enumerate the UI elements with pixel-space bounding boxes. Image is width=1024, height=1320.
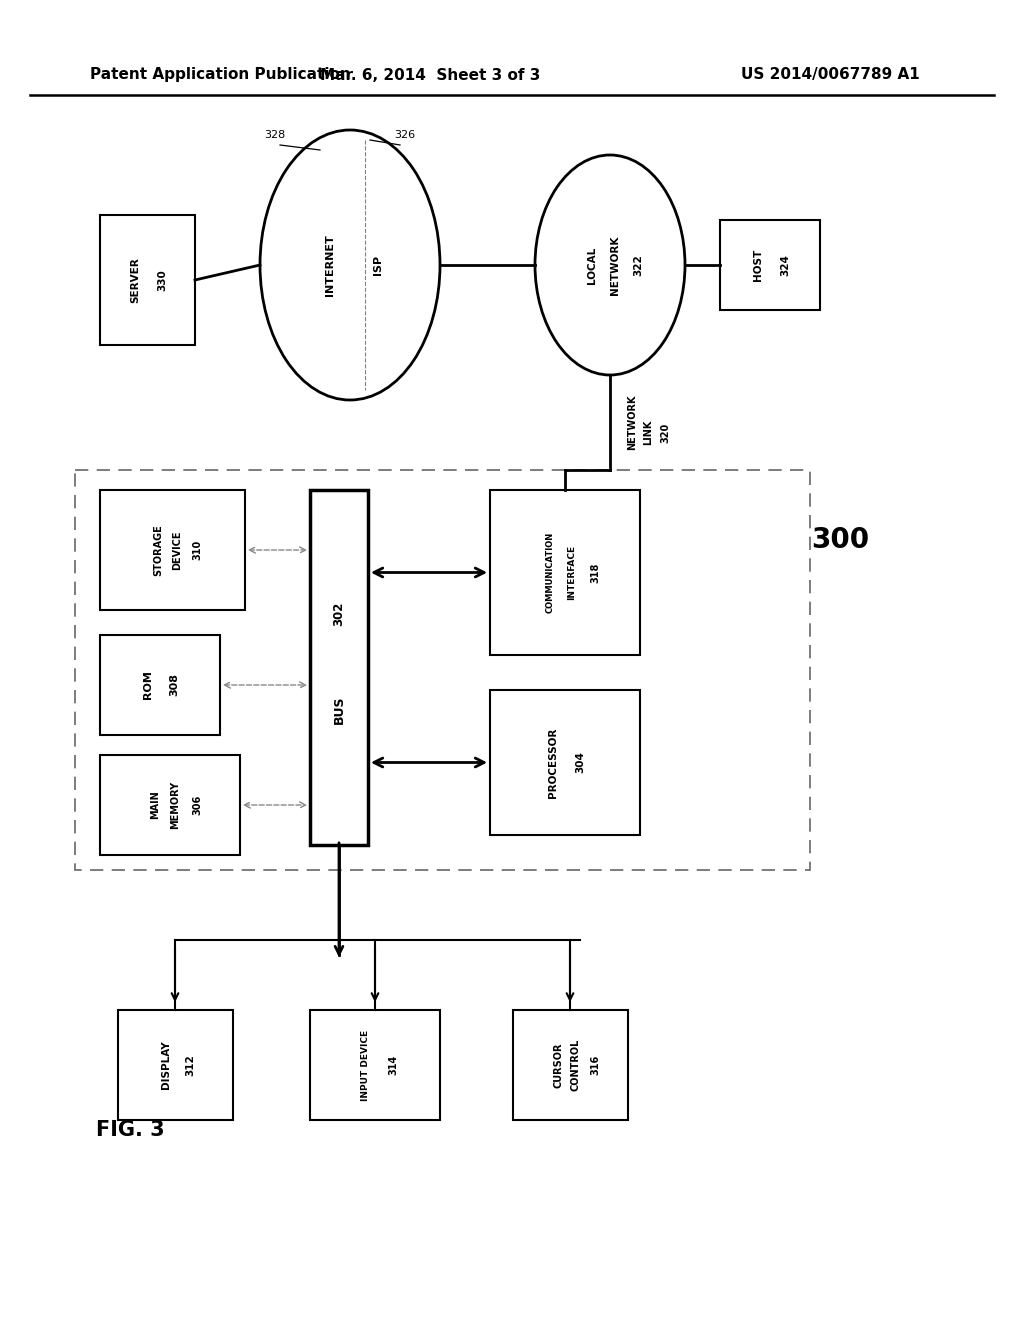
Text: INTERNET: INTERNET [325, 234, 335, 296]
Text: INPUT DEVICE: INPUT DEVICE [360, 1030, 370, 1101]
Text: COMMUNICATION: COMMUNICATION [546, 532, 555, 612]
Text: 300: 300 [811, 525, 869, 554]
Text: CURSOR: CURSOR [554, 1043, 563, 1088]
Text: 312: 312 [185, 1055, 196, 1076]
Text: 302: 302 [333, 602, 345, 627]
Text: STORAGE: STORAGE [154, 524, 164, 576]
Text: 324: 324 [780, 253, 790, 276]
Text: ISP: ISP [373, 255, 383, 275]
Bar [75, 470, 810, 870]
Text: SERVER: SERVER [130, 257, 140, 302]
Text: 316: 316 [591, 1055, 600, 1074]
Bar [100, 215, 195, 345]
Text: Patent Application Publication: Patent Application Publication [90, 67, 351, 82]
Bar [490, 490, 640, 655]
Text: Mar. 6, 2014  Sheet 3 of 3: Mar. 6, 2014 Sheet 3 of 3 [319, 67, 541, 82]
Text: 308: 308 [169, 673, 179, 697]
Text: MEMORY: MEMORY [170, 781, 180, 829]
Text: LOCAL: LOCAL [587, 247, 597, 284]
Text: 304: 304 [575, 751, 585, 774]
Bar [513, 1010, 628, 1119]
Text: 328: 328 [264, 129, 286, 140]
Text: 314: 314 [388, 1055, 398, 1074]
Bar [100, 490, 245, 610]
Text: 306: 306 [193, 795, 202, 816]
Bar [720, 220, 820, 310]
Text: 310: 310 [193, 540, 203, 560]
Text: 320: 320 [660, 422, 670, 442]
Text: NETWORK: NETWORK [610, 235, 620, 294]
Bar [100, 635, 220, 735]
Text: US 2014/0067789 A1: US 2014/0067789 A1 [741, 67, 920, 82]
Text: MAIN: MAIN [150, 791, 160, 820]
Text: 326: 326 [394, 129, 416, 140]
Text: INTERFACE: INTERFACE [567, 545, 577, 601]
Text: ROM: ROM [143, 671, 153, 700]
Text: LINK: LINK [643, 420, 653, 445]
Text: PROCESSOR: PROCESSOR [548, 727, 558, 797]
Text: HOST: HOST [753, 249, 763, 281]
Bar [310, 490, 368, 845]
Text: BUS: BUS [333, 696, 345, 725]
Text: FIG. 3: FIG. 3 [95, 1119, 164, 1140]
Bar [118, 1010, 233, 1119]
Bar [310, 1010, 440, 1119]
Text: 318: 318 [590, 562, 600, 582]
Text: 330: 330 [158, 269, 168, 290]
Text: NETWORK: NETWORK [627, 395, 637, 450]
Bar [100, 755, 240, 855]
Bar [490, 690, 640, 836]
Text: DISPLAY: DISPLAY [161, 1040, 171, 1089]
Text: CONTROL: CONTROL [570, 1039, 581, 1092]
Text: DEVICE: DEVICE [172, 531, 182, 570]
Text: 322: 322 [633, 255, 643, 276]
